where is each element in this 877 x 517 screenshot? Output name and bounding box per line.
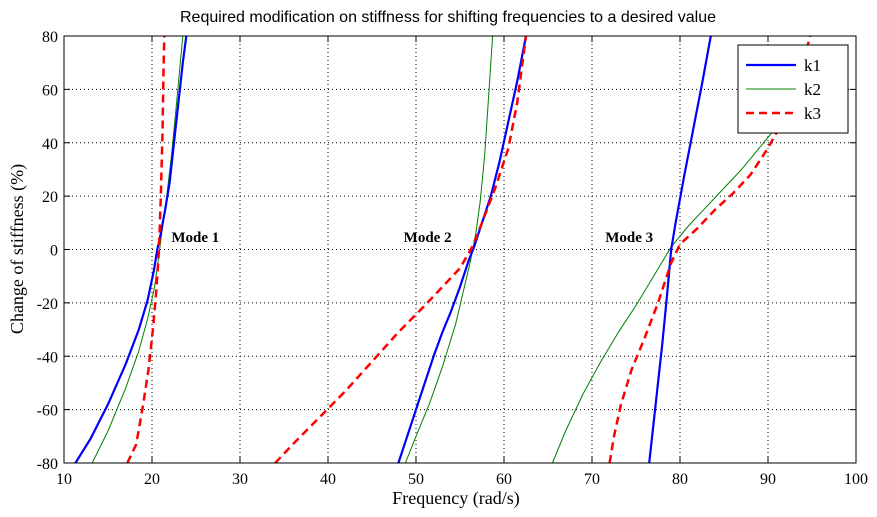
- y-axis-label: Change of stiffness (%): [7, 164, 28, 334]
- series-k1-line: [397, 35, 528, 464]
- y-tick-label: -20: [37, 296, 58, 313]
- legend-label-k3: k3: [804, 104, 821, 123]
- x-axis-ticks: 10 20 30 40 50 60 70 80 90 100: [56, 36, 868, 488]
- series-k1-line: [648, 35, 712, 464]
- legend: k1 k2 k3: [737, 44, 849, 134]
- mode-annotations: Mode 1 Mode 2 Mode 3: [171, 230, 653, 246]
- y-tick-label: 0: [50, 243, 58, 260]
- mode-label: Mode 1: [171, 230, 219, 246]
- mode-label: Mode 3: [605, 230, 653, 246]
- x-tick-label: 40: [320, 471, 336, 488]
- series-k3-line: [126, 35, 166, 464]
- series-k2-line: [404, 35, 494, 464]
- x-tick-label: 10: [56, 471, 72, 488]
- x-tick-label: 30: [232, 471, 248, 488]
- x-tick-label: 100: [844, 471, 868, 488]
- grid-lines: [64, 36, 856, 463]
- x-tick-label: 20: [144, 471, 160, 488]
- y-tick-label: 80: [42, 29, 58, 46]
- series-k1-line: [74, 35, 188, 464]
- series-k2-line: [551, 75, 813, 464]
- plot-frame: [63, 35, 857, 464]
- y-tick-label: -80: [37, 456, 58, 473]
- x-tick-label: 50: [408, 471, 424, 488]
- y-tick-label: -60: [37, 403, 58, 420]
- x-tick-label: 60: [496, 471, 512, 488]
- y-tick-label: 60: [42, 82, 58, 99]
- series-k3-line: [274, 35, 528, 464]
- x-axis-label: Frequency (rad/s): [392, 488, 519, 509]
- x-tick-label: 70: [584, 471, 600, 488]
- y-tick-label: 20: [42, 189, 58, 206]
- y-tick-label: 40: [42, 136, 58, 153]
- x-tick-label: 90: [760, 471, 776, 488]
- series-k2-line: [91, 35, 184, 464]
- legend-label-k1: k1: [804, 56, 821, 75]
- x-tick-label: 80: [672, 471, 688, 488]
- y-axis-ticks: -80 -60 -40 -20 0 20 40 60 80: [37, 29, 856, 473]
- chart-title: Required modification on stiffness for s…: [180, 9, 716, 26]
- y-tick-label: -40: [37, 349, 58, 366]
- legend-label-k2: k2: [804, 80, 821, 99]
- mode-label: Mode 2: [404, 230, 452, 246]
